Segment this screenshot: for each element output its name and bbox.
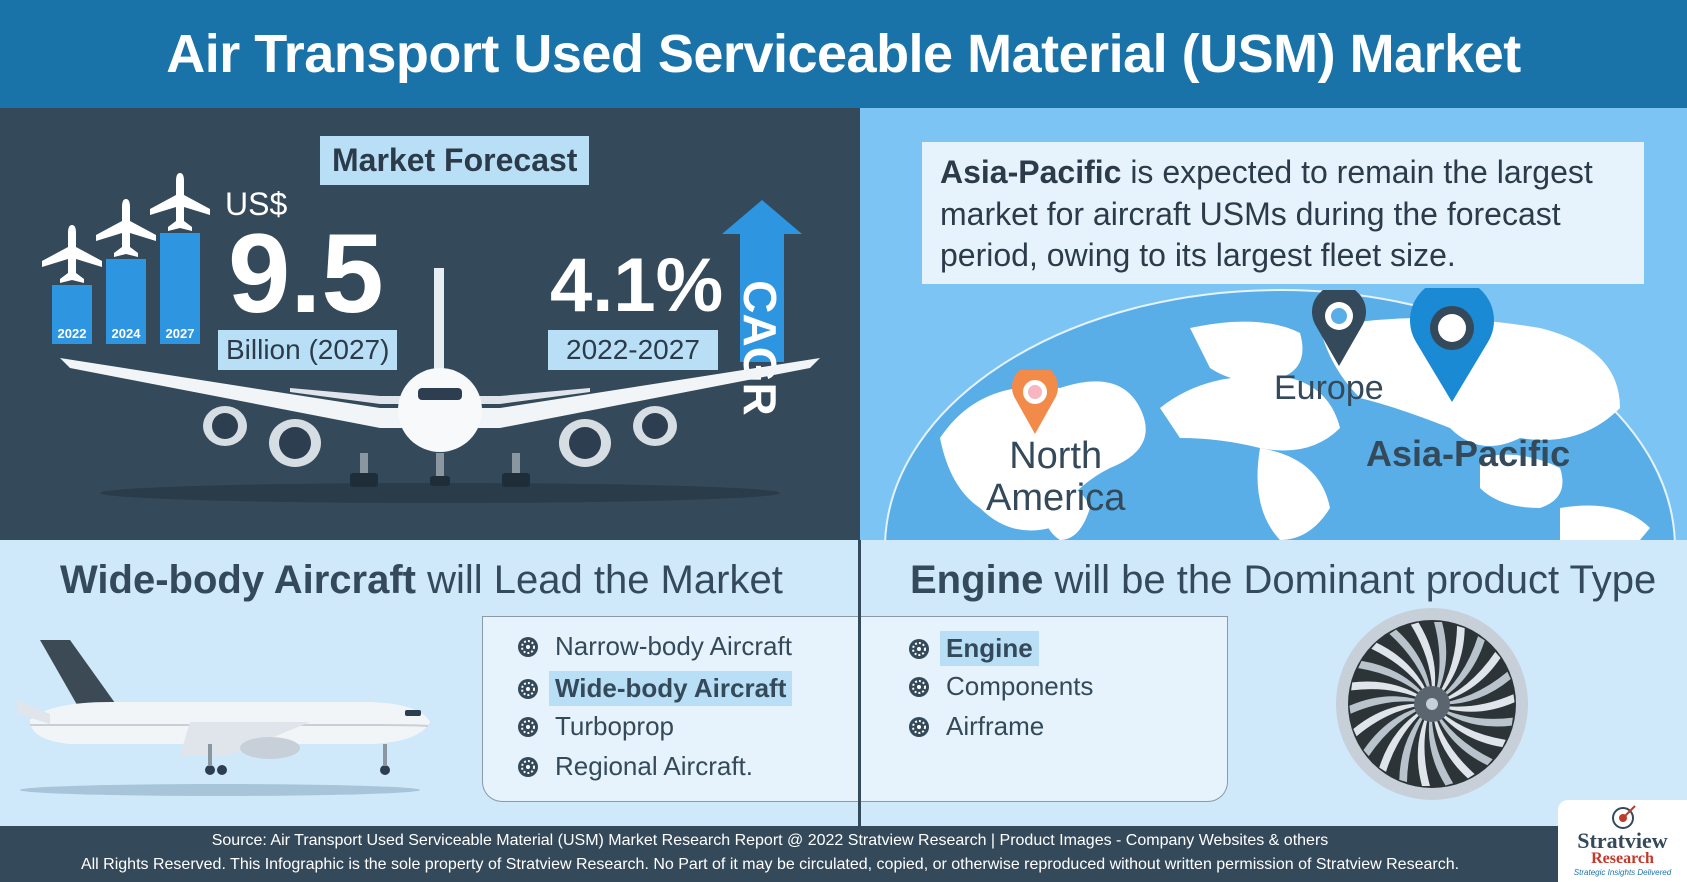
product-type-title: Engine will be the Dominant product Type (910, 558, 1656, 603)
asia-pacific-label: Asia-Pacific (1366, 433, 1571, 474)
stratview-logo: Stratview Research Strategic Insights De… (1558, 800, 1687, 882)
aircraft-type-title: Wide-body Aircraft will Lead the Market (60, 558, 783, 603)
product-type-title-rest: will be the Dominant product Type (1043, 558, 1657, 602)
list-item: Airframe (908, 711, 1044, 742)
market-value-unit: Billion (2027) (218, 330, 398, 370)
list-item-label: Engine (940, 631, 1039, 666)
engine-blade (1363, 704, 1432, 757)
engine-blade (1432, 704, 1506, 748)
north-america-label-line1: North (1009, 435, 1103, 477)
engine-blade (1371, 642, 1432, 704)
logo-sub: Research (1591, 850, 1654, 867)
growth-bar-year: 2027 (165, 326, 195, 341)
engine-blade (1358, 660, 1432, 704)
region-panel: Asia-Pacific is expected to remain the l… (860, 108, 1687, 540)
list-item-label: Narrow-body Aircraft (555, 631, 792, 661)
list-item-label: Airframe (946, 711, 1045, 741)
aircraft-type-list: Narrow-body Aircraft Wide-body Aircraft Tu… (482, 616, 860, 802)
engine-blade (1432, 622, 1447, 704)
engine-blade (1417, 704, 1432, 786)
up-arrow-icon (722, 200, 802, 362)
growth-bar-2024: 2024 (106, 259, 146, 344)
list-item: Narrow-body Aircraft (517, 631, 792, 662)
target-logo-icon (1612, 805, 1636, 829)
engine-blade (1432, 671, 1511, 705)
north-america-label-line2: America (986, 476, 1126, 519)
engine-blade (1351, 681, 1432, 704)
engine-blade (1349, 696, 1432, 714)
asia-pacific-pin-icon (1410, 288, 1494, 402)
market-forecast-panel: Market Forecast 2022 2024 2027 US$ 9.5 Bil… (0, 108, 860, 540)
engine-blade (1432, 704, 1475, 779)
gear-bullet-icon (909, 716, 929, 737)
gear-bullet-icon (909, 638, 929, 659)
list-item: Engine (908, 631, 1039, 666)
footer-source: Source: Air Transport Used Serviceable M… (211, 832, 1329, 849)
list-item-label: Regional Aircraft. (555, 751, 753, 781)
growth-bar-2022: 2022 (52, 285, 92, 344)
cagr-value: 4.1% (550, 243, 724, 328)
list-item-label: Components (946, 671, 1094, 701)
north-america-pin-icon (1012, 370, 1058, 434)
gear-bullet-icon (909, 676, 929, 697)
engine-blade (1353, 703, 1432, 737)
product-type-list: Engine Components Airframe (860, 616, 1228, 802)
market-value: 9.5 (228, 211, 384, 336)
plane-icon (96, 199, 156, 257)
cagr-period: 2022-2027 (548, 330, 718, 370)
list-item: Regional Aircraft. (517, 751, 753, 782)
region-callout: Asia-Pacific is expected to remain the l… (922, 142, 1644, 284)
engine-blade (1432, 694, 1515, 712)
list-item: Turboprop (517, 711, 674, 742)
gear-bullet-icon (518, 636, 538, 657)
gear-bullet-icon (518, 756, 538, 777)
north-america-label: North America (986, 435, 1126, 520)
logo-tagline: Strategic Insights Delivered (1573, 868, 1672, 877)
engine-blade (1399, 704, 1432, 783)
plane-icon (42, 225, 102, 283)
growth-bar-year: 2022 (57, 326, 87, 341)
aircraft-type-title-bold: Wide-body Aircraft (60, 558, 416, 602)
header-banner: Air Transport Used Serviceable Material … (0, 0, 1687, 108)
engine-blade (1432, 636, 1485, 704)
page-title: Air Transport Used Serviceable Material … (166, 24, 1521, 84)
engine-blade (1432, 651, 1501, 704)
footer: Source: Air Transport Used Serviceable M… (0, 826, 1687, 882)
growth-bar-year: 2024 (111, 326, 141, 341)
gear-bullet-icon (518, 678, 538, 699)
aircraft-type-panel: Wide-body Aircraft will Lead the Market … (0, 540, 860, 826)
list-item: Components (908, 671, 1093, 702)
plane-icon (150, 173, 210, 231)
list-item-label: Wide-body Aircraft (549, 671, 793, 706)
airplane-front-icon (60, 268, 820, 503)
product-type-title-bold: Engine (910, 558, 1044, 602)
aircraft-type-title-rest: will Lead the Market (415, 558, 783, 602)
engine-blade (1432, 625, 1465, 704)
engine-icon (1336, 608, 1528, 800)
engine-blade (1379, 704, 1432, 772)
europe-pin-icon (1312, 290, 1366, 366)
engine-blade (1389, 629, 1432, 704)
list-item-label: Turboprop (555, 711, 674, 741)
product-type-panel: Engine will be the Dominant product Type… (860, 540, 1687, 826)
gear-bullet-icon (518, 716, 538, 737)
airplane-side-icon (18, 640, 430, 796)
market-forecast-title: Market Forecast (320, 136, 590, 185)
engine-blade (1432, 704, 1493, 766)
list-item: Wide-body Aircraft (517, 671, 793, 706)
bottom-divider (858, 540, 861, 826)
engine-blade (1432, 704, 1513, 727)
growth-bar-2027: 2027 (160, 233, 200, 344)
currency-label: US$ (225, 186, 288, 222)
region-callout-text: is expected to remain the largest market… (940, 154, 1593, 274)
europe-label: Europe (1274, 369, 1384, 407)
region-callout-bold: Asia-Pacific (940, 154, 1122, 190)
logo-name: Stratview (1577, 828, 1668, 853)
footer-rights: All Rights Reserved. This Infographic is… (80, 856, 1460, 873)
